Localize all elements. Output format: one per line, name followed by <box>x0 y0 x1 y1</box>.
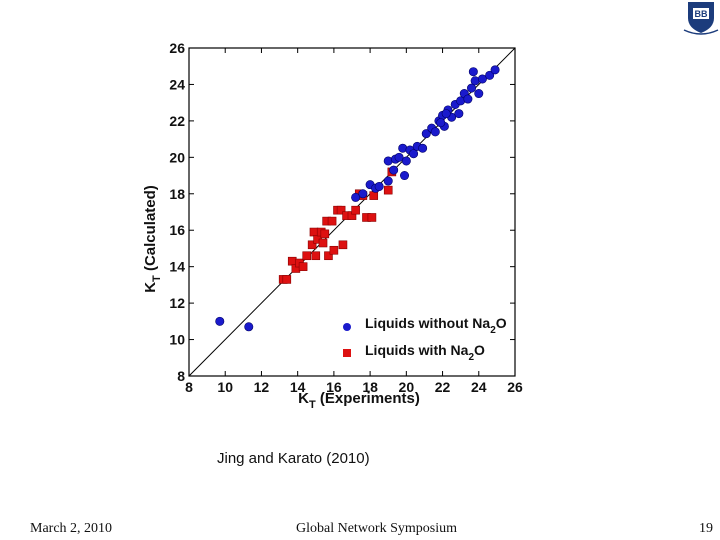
data-point-without-na2o <box>409 149 419 159</box>
y-tick-label: 24 <box>169 76 185 92</box>
footer-page-number: 19 <box>699 521 713 536</box>
y-tick-label: 10 <box>169 332 185 348</box>
scatter-chart: 8 10 12 14 16 18 20 22 24 26 8 10 12 14 16 18 20 22 24 26 L… <box>142 40 523 411</box>
data-point-without-na2o <box>454 109 464 119</box>
footer-event: Global Network Symposium <box>296 521 457 536</box>
data-point-with-na2o <box>369 191 379 200</box>
x-tick-label: 14 <box>290 379 306 395</box>
data-point-without-na2o <box>244 322 254 332</box>
data-point-with-na2o <box>327 216 337 226</box>
data-point-with-na2o <box>311 251 321 261</box>
data-point-without-na2o <box>463 94 473 104</box>
data-point-without-na2o <box>467 83 477 93</box>
data-point-with-na2o <box>309 227 319 237</box>
data-point-with-na2o <box>282 275 292 284</box>
y-tick-label: 12 <box>169 295 185 311</box>
x-tick-label: 22 <box>435 379 451 395</box>
y-tick-label: 20 <box>169 149 185 165</box>
data-point-with-na2o <box>351 205 360 215</box>
data-point-without-na2o <box>394 152 404 162</box>
crest-text: BB <box>695 9 708 19</box>
y-axis-label: KT (Calculated) <box>142 185 163 293</box>
x-tick-label: 16 <box>326 379 342 395</box>
data-point-with-na2o <box>324 251 333 261</box>
data-point-with-na2o <box>329 245 339 255</box>
data-point-without-na2o <box>421 129 431 139</box>
x-axis-label: KT (Experiments) <box>298 390 420 411</box>
data-point-without-na2o <box>441 109 451 119</box>
data-point-without-na2o <box>485 70 495 80</box>
legend-label-without-na2o: Liquids without Na2O <box>365 315 507 336</box>
x-tick-label: 20 <box>399 379 415 395</box>
data-point-without-na2o <box>468 67 478 77</box>
data-point-without-na2o <box>474 89 484 99</box>
legend-marker-with-na2o <box>343 349 351 357</box>
data-point-without-na2o <box>430 127 440 137</box>
x-tick-label: 8 <box>185 379 193 395</box>
x-tick-label: 10 <box>217 379 233 395</box>
data-point-with-na2o <box>383 185 393 195</box>
data-point-with-na2o <box>302 251 312 261</box>
data-point-without-na2o <box>418 143 428 153</box>
data-point-with-na2o <box>320 229 330 239</box>
data-point-without-na2o <box>477 74 487 84</box>
data-point-with-na2o <box>307 240 317 250</box>
data-point-with-na2o <box>367 213 377 222</box>
data-point-without-na2o <box>374 181 384 191</box>
x-tick-label: 12 <box>254 379 270 395</box>
y-tick-label: 22 <box>169 113 185 129</box>
y-tick-label: 26 <box>169 40 185 56</box>
data-point-without-na2o <box>401 156 411 166</box>
legend: Liquids without Na2O Liquids with Na2O <box>343 315 507 363</box>
x-tick-label: 24 <box>471 379 487 395</box>
data-point-without-na2o <box>351 192 361 202</box>
data-point-without-na2o <box>383 176 393 186</box>
plot-frame <box>188 47 516 377</box>
y-tick-label: 14 <box>169 259 185 275</box>
data-point-with-na2o <box>287 256 297 266</box>
data-point-with-na2o <box>336 205 346 215</box>
figure-caption: Jing and Karato (2010) <box>217 450 370 467</box>
x-tick-label: 18 <box>362 379 378 395</box>
university-crest-logo: BB <box>683 2 719 35</box>
data-point-with-na2o <box>318 238 328 248</box>
data-point-without-na2o <box>436 118 446 128</box>
data-point-without-na2o <box>215 316 225 326</box>
legend-marker-without-na2o <box>343 323 351 331</box>
y-tick-label: 16 <box>169 222 185 238</box>
data-point-with-na2o <box>298 262 308 271</box>
data-point-without-na2o <box>358 189 368 199</box>
footer-date: March 2, 2010 <box>30 521 113 536</box>
legend-label-with-na2o: Liquids with Na2O <box>365 342 485 363</box>
x-tick-label: 26 <box>507 379 523 395</box>
data-point-with-na2o <box>338 240 348 250</box>
data-point-without-na2o <box>389 165 399 175</box>
data-point-without-na2o <box>400 171 410 181</box>
y-tick-label: 8 <box>177 368 185 384</box>
data-point-without-na2o <box>490 65 500 75</box>
y-tick-label: 18 <box>169 186 185 202</box>
